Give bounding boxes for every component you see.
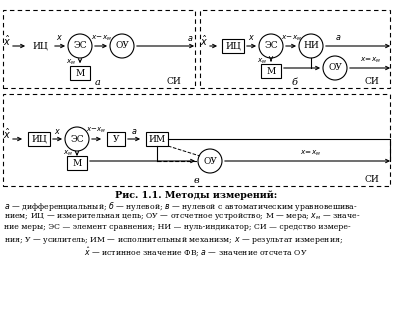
Text: ОУ: ОУ — [203, 156, 217, 166]
Text: ИЦ: ИЦ — [225, 41, 241, 51]
Text: $\hat{x}$: $\hat{x}$ — [200, 34, 208, 48]
Text: $\hat{x}$ — истинное значение ФВ; $a$ — значение отсчета ОУ: $\hat{x}$ — истинное значение ФВ; $a$ — … — [84, 246, 308, 259]
Text: М: М — [266, 66, 275, 76]
Text: М: М — [75, 69, 84, 77]
Circle shape — [110, 34, 134, 58]
Bar — [3, 94, 390, 186]
Text: $\hat{x}$: $\hat{x}$ — [3, 127, 11, 141]
Text: ние меры; ЭС — элемент сравнения; НИ — нуль-индикатор; СИ — средство измере-: ние меры; ЭС — элемент сравнения; НИ — н… — [4, 223, 351, 231]
Text: СИ: СИ — [365, 175, 379, 184]
Circle shape — [299, 34, 323, 58]
Bar — [107, 132, 125, 146]
Text: Рис. 1.1. Методы измерений:: Рис. 1.1. Методы измерений: — [115, 190, 277, 199]
Text: $a$: $a$ — [187, 34, 193, 43]
Text: ЭС: ЭС — [264, 41, 278, 51]
Circle shape — [68, 34, 92, 58]
Text: СИ: СИ — [365, 77, 379, 86]
Bar — [28, 132, 50, 146]
Text: ОУ: ОУ — [328, 64, 342, 72]
Text: $x\!=\!x_м$: $x\!=\!x_м$ — [360, 56, 380, 65]
Text: $a$: $a$ — [335, 33, 341, 42]
Text: У: У — [113, 135, 119, 143]
Text: $x_м$: $x_м$ — [63, 149, 73, 158]
Bar — [222, 39, 244, 53]
Bar — [261, 64, 281, 78]
Text: ЭС: ЭС — [70, 135, 84, 143]
Text: СИ: СИ — [167, 77, 182, 86]
Circle shape — [323, 56, 347, 80]
Text: $x\!=\!x_м$: $x\!=\!x_м$ — [299, 149, 320, 158]
Text: $x_м$: $x_м$ — [257, 56, 267, 66]
Bar — [70, 66, 90, 80]
Text: $a$ — дифференциальный; $б$ — нулевой; $в$ — нулевой с автоматическим уравновеши: $a$ — дифференциальный; $б$ — нулевой; $… — [4, 200, 358, 213]
Text: в: в — [193, 176, 199, 185]
Text: ОУ: ОУ — [115, 41, 129, 51]
Circle shape — [65, 127, 89, 151]
Text: нием; ИЦ — измерительная цепь; ОУ — отсчетное устройство; М — мера; $x_м$ — знач: нием; ИЦ — измерительная цепь; ОУ — отсч… — [4, 211, 360, 222]
Text: а: а — [95, 78, 101, 87]
Text: $\hat{x}$: $\hat{x}$ — [3, 34, 11, 48]
Bar — [200, 10, 390, 88]
Text: ИЦ: ИЦ — [31, 135, 47, 143]
Text: $x_м$: $x_м$ — [66, 58, 76, 67]
Text: М: М — [72, 159, 82, 167]
Text: $x$: $x$ — [54, 126, 61, 136]
Text: $x$: $x$ — [57, 33, 64, 42]
Circle shape — [198, 149, 222, 173]
Text: ЭС: ЭС — [73, 41, 87, 51]
Text: $x$: $x$ — [248, 33, 255, 42]
Text: НИ: НИ — [303, 41, 319, 51]
Bar — [3, 10, 195, 88]
Text: $a$: $a$ — [131, 126, 137, 136]
Text: $x\!-\!x_м$: $x\!-\!x_м$ — [281, 33, 301, 42]
Text: ИЦ: ИЦ — [32, 41, 48, 51]
Text: б: б — [292, 78, 298, 87]
Circle shape — [259, 34, 283, 58]
Bar — [67, 156, 87, 170]
Text: ния; У — усилитель; ИМ — исполнительный механизм; $x$ — результат измерения;: ния; У — усилитель; ИМ — исполнительный … — [4, 234, 343, 246]
Text: $x\!-\!x_м$: $x\!-\!x_м$ — [90, 33, 112, 42]
Bar — [146, 132, 168, 146]
Text: ИМ: ИМ — [149, 135, 165, 143]
Text: $x\!-\!x_м$: $x\!-\!x_м$ — [86, 126, 107, 135]
